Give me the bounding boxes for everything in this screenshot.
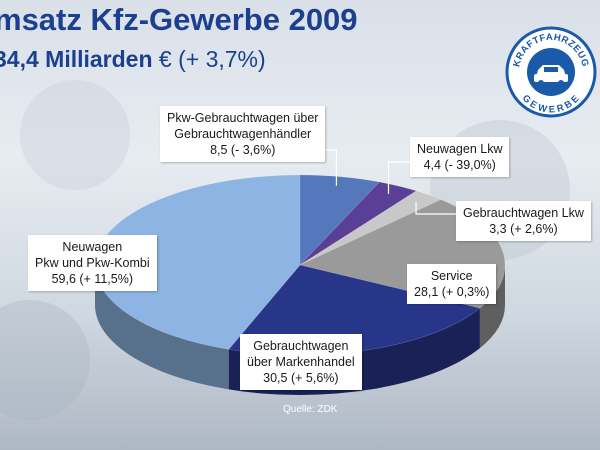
- label-value: 8,5 (- 3,6%): [210, 143, 276, 157]
- slice-label-neuwagen-pkw: Neuwagen Pkw und Pkw-Kombi 59,6 (+ 11,5%…: [28, 235, 157, 291]
- label-line: Gebrauchtwagen: [253, 339, 349, 353]
- slice-label-gebraucht-marken: Gebrauchtwagen über Markenhandel 30,5 (+…: [240, 334, 362, 390]
- pie-slice: [299, 190, 442, 266]
- coin-decoration: [20, 80, 130, 190]
- pie-slice-side: [479, 265, 505, 349]
- label-line: Service: [430, 269, 473, 283]
- label-line: über Markenhandel: [247, 355, 355, 369]
- label-line: Pkw und Pkw-Kombi: [35, 256, 150, 270]
- label-line: Pkw-Gebrauchtwagen über: [167, 111, 319, 125]
- leader-line: [415, 202, 456, 215]
- source-note: Quelle: ZDK: [283, 404, 338, 415]
- subtitle-change: € (+ 3,7%): [152, 46, 266, 72]
- label-line: Gebrauchtwagen Lkw: [463, 206, 584, 220]
- car-icon: [534, 65, 568, 86]
- label-line: Gebrauchtwagenhändler: [174, 127, 312, 141]
- label-value: 59,6 (+ 11,5%): [51, 272, 134, 286]
- pie-slice: [299, 174, 380, 266]
- label-value: 30,5 (+ 5,6%): [263, 371, 339, 385]
- pie-slice-side: [95, 265, 229, 390]
- slice-label-neuwagen-lkw: Neuwagen Lkw 4,4 (- 39,0%): [410, 137, 510, 177]
- label-value: 4,4 (- 39,0%): [423, 158, 496, 172]
- subtitle-amount: 34,4 Milliarden: [0, 46, 153, 72]
- slice-label-pkw-gebraucht-haendler: Pkw-Gebrauchtwagen über Gebrauchtwagenhä…: [160, 106, 326, 162]
- label-value: 3,3 (+ 2,6%): [489, 222, 558, 236]
- pie-slice: [299, 181, 417, 266]
- slice-label-service: Service 28,1 (+ 0,3%): [407, 264, 497, 304]
- kraftfahrzeug-gewerbe-logo: KRAFTFAHRZEUG GEWERBE: [505, 26, 597, 118]
- leader-line: [387, 161, 410, 194]
- label-line: Neuwagen: [62, 240, 123, 254]
- label-line: Neuwagen Lkw: [417, 142, 503, 156]
- slide-title: msatz Kfz-Gewerbe 2009: [0, 2, 358, 37]
- slice-label-gebraucht-lkw: Gebrauchtwagen Lkw 3,3 (+ 2,6%): [456, 201, 591, 241]
- slide-subtitle: 34,4 Milliarden € (+ 3,7%): [0, 46, 266, 73]
- label-value: 28,1 (+ 0,3%): [414, 285, 490, 299]
